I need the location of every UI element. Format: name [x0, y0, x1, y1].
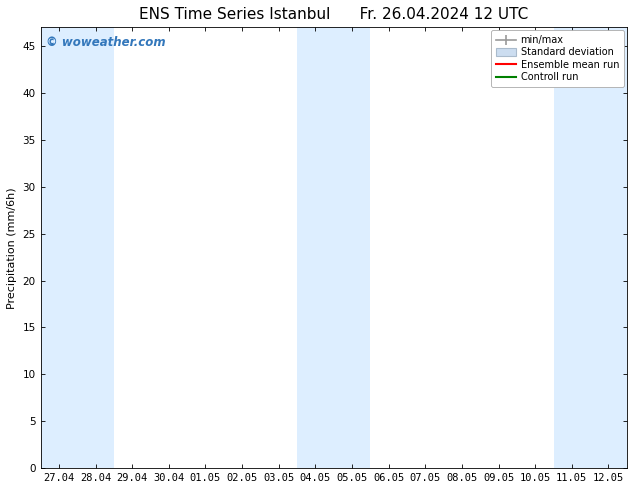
Bar: [297, 27, 370, 468]
Legend: min/max, Standard deviation, Ensemble mean run, Controll run: min/max, Standard deviation, Ensemble me…: [491, 30, 624, 87]
Bar: [41, 27, 114, 468]
Bar: [553, 27, 627, 468]
Title: ENS Time Series Istanbul      Fr. 26.04.2024 12 UTC: ENS Time Series Istanbul Fr. 26.04.2024 …: [139, 7, 528, 22]
Y-axis label: Precipitation (mm/6h): Precipitation (mm/6h): [7, 187, 17, 309]
Text: © woweather.com: © woweather.com: [46, 36, 166, 49]
